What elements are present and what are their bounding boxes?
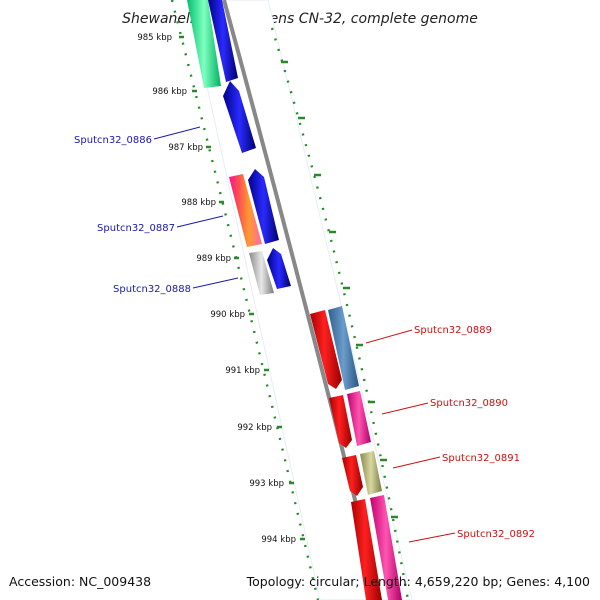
gene-feature-red-0889: [310, 310, 342, 389]
tick-label-989: 989 kbp: [196, 254, 231, 264]
tick-label-988: 988 kbp: [181, 198, 216, 208]
label-leaders-left: [153, 126, 239, 289]
genome-stats-text: Topology: circular; Length: 4,659,220 bp…: [246, 574, 590, 589]
tick-label-993: 993 kbp: [249, 479, 284, 489]
gene-feature-blue-small: [267, 248, 291, 289]
tick-label-986: 986 kbp: [152, 87, 187, 97]
map-title: Shewanella putrefaciens CN-32, complete …: [122, 11, 478, 27]
gene-label-0892[interactable]: Sputcn32_0892: [457, 529, 535, 540]
tick-label-985: 985 kbp: [137, 33, 172, 43]
gene-feature-red-0891: [342, 455, 363, 496]
gene-feature-green: [187, 0, 221, 88]
tick-label-990: 990 kbp: [210, 310, 245, 320]
gene-feature-pink-0892: [370, 495, 402, 600]
ruler-ticks-right: [281, 60, 398, 519]
gene-label-0889[interactable]: Sputcn32_0889: [414, 325, 492, 336]
gene-feature-olive-0891: [360, 451, 382, 495]
gene-feature-blue-mid: [248, 169, 279, 244]
gene-label-0886[interactable]: Sputcn32_0886: [74, 135, 152, 146]
gene-feature-blue-0886: [223, 81, 256, 153]
tick-label-994: 994 kbp: [261, 535, 296, 545]
gene-feature-red-0890: [329, 395, 352, 448]
tick-label-987: 987 kbp: [168, 143, 203, 153]
gene-feature-blue-top: [208, 0, 238, 82]
accession-text: Accession: NC_009438: [9, 574, 152, 589]
tick-label-991: 991 kbp: [225, 366, 260, 376]
gene-label-0891[interactable]: Sputcn32_0891: [442, 453, 520, 464]
gene-label-0890[interactable]: Sputcn32_0890: [430, 398, 508, 409]
ruler-ticks-left: [179, 35, 305, 541]
label-leaders-right: [365, 329, 456, 543]
gene-feature-multicolor-0887: [229, 174, 262, 247]
gene-label-0887[interactable]: Sputcn32_0887: [97, 223, 175, 234]
gene-label-0888[interactable]: Sputcn32_0888: [113, 284, 191, 295]
gene-feature-pink-0890: [347, 391, 371, 446]
ruler-line-left: [170, 0, 320, 600]
gene-feature-steelblue-0889: [328, 306, 359, 390]
gene-feature-gray-0888: [249, 251, 274, 295]
tick-label-992: 992 kbp: [237, 423, 272, 433]
gene-feature-red-0892: [351, 499, 382, 600]
